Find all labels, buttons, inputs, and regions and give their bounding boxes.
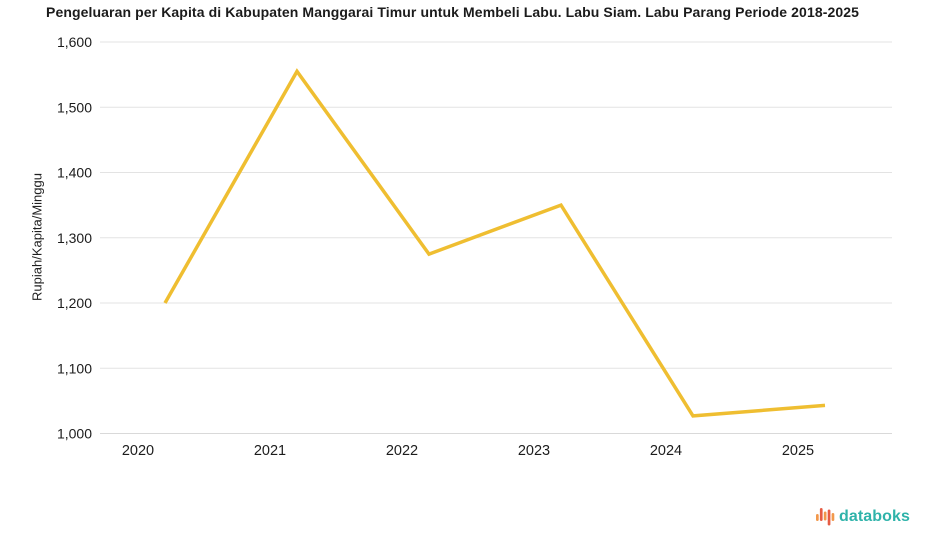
logo-bar [823,511,827,521]
x-tick-label: 2024 [650,443,682,459]
y-tick-label: 1,200 [57,295,92,311]
logo-bar [827,509,831,526]
y-tick-label: 1,100 [57,360,92,376]
x-tick-label: 2025 [782,443,814,459]
data-line [163,68,826,418]
x-tick-label: 2023 [518,443,550,459]
databoks-wordmark: databoks [838,508,910,525]
y-tick-label: 1,400 [57,165,92,181]
logo-bar [819,508,823,521]
y-tick-label: 1,000 [57,426,92,442]
logo-bar [831,513,835,521]
x-tick-label: 2020 [122,443,154,459]
x-tick-label: 2022 [386,443,418,459]
y-tick-label: 1,500 [57,99,92,115]
databoks-bars-icon [815,508,835,526]
y-tick-label: 1,600 [57,34,92,50]
y-tick-label: 1,300 [57,230,92,246]
logo-bar [815,514,819,521]
x-tick-label: 2021 [254,443,286,459]
databoks-logo: databoks [815,505,910,529]
chart-title: Pengeluaran per Kapita di Kabupaten Mang… [46,4,860,20]
